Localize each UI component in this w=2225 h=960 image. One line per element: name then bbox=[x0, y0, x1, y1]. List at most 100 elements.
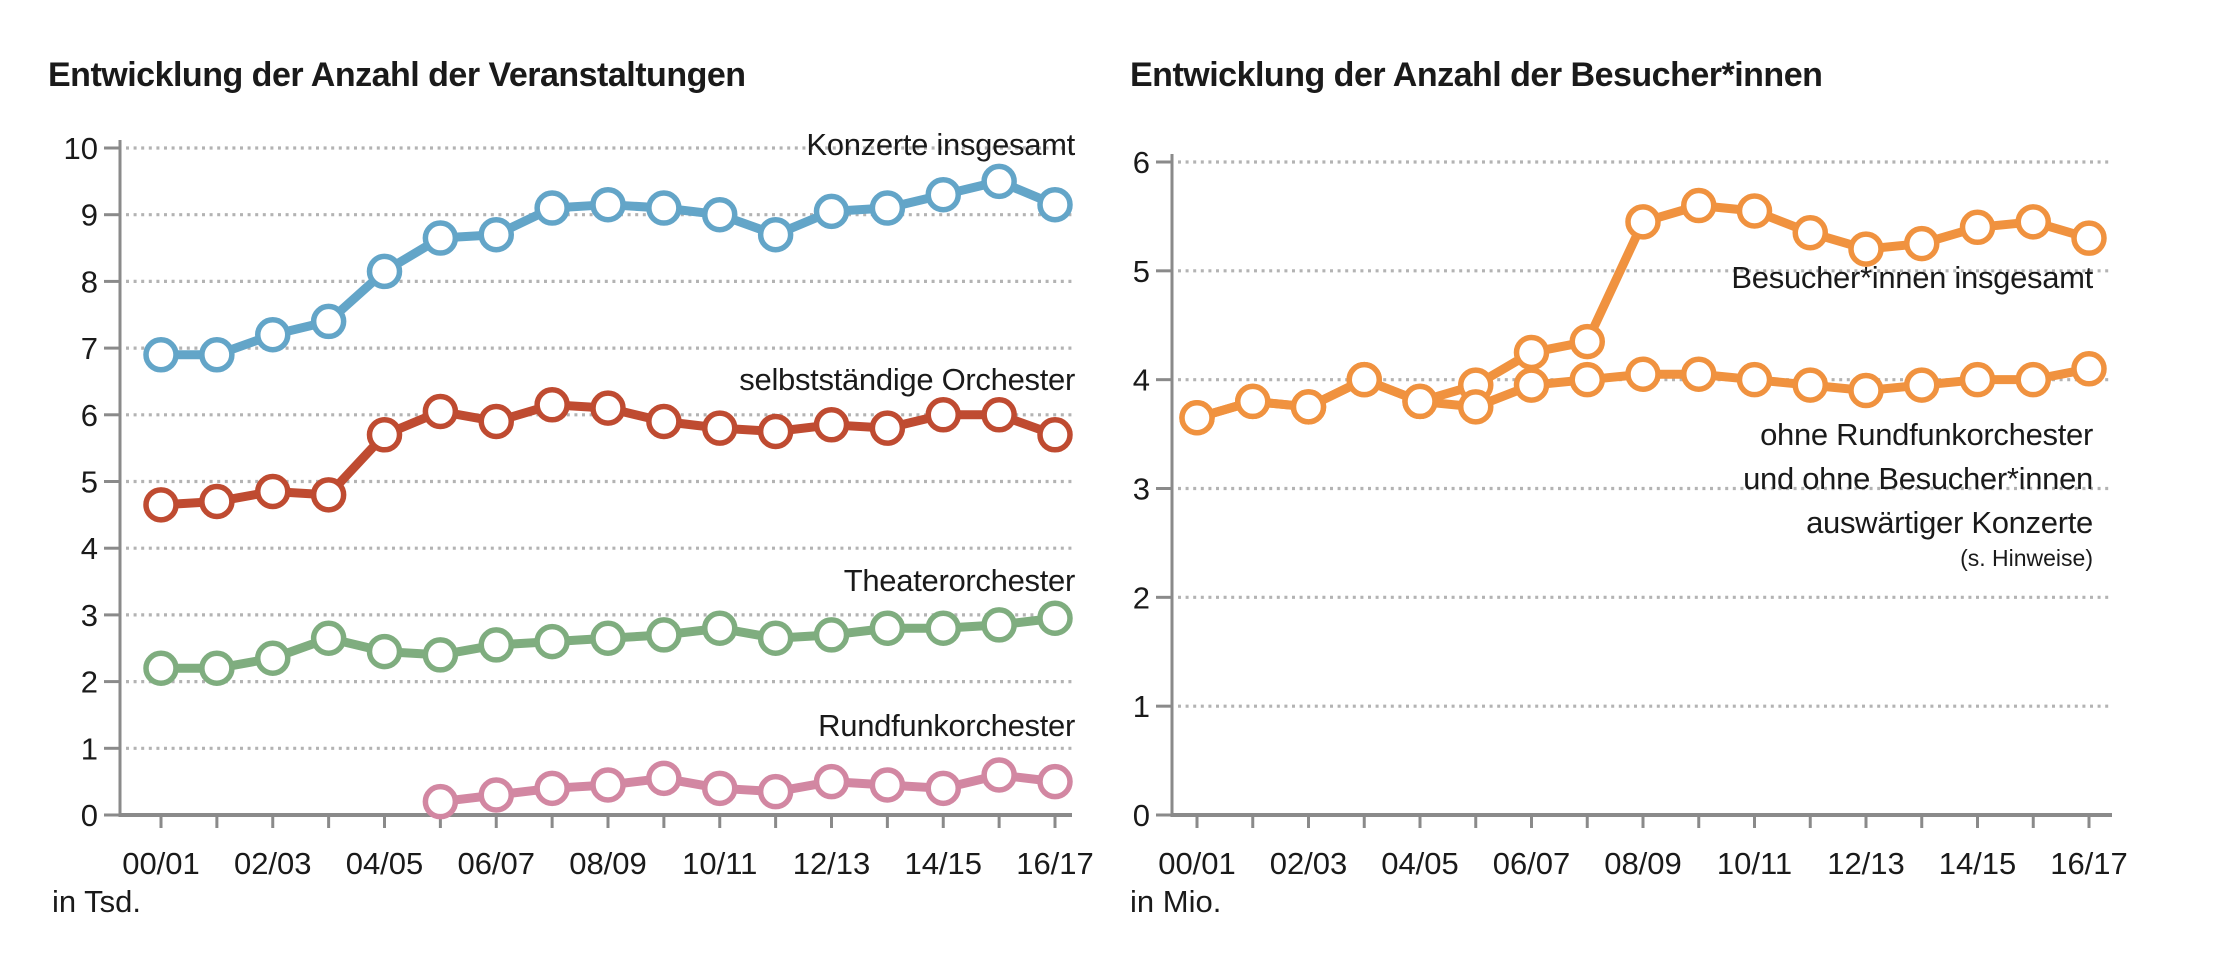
markers-theaterorchester bbox=[143, 600, 1073, 687]
data-point bbox=[925, 770, 961, 807]
data-point bbox=[422, 393, 459, 430]
data-point bbox=[646, 190, 682, 226]
series-label-konzerte-insgesamt-line-0: Konzerte insgesamt bbox=[806, 127, 1075, 162]
data-point bbox=[1513, 334, 1550, 371]
data-point bbox=[1037, 186, 1073, 223]
data-point bbox=[310, 477, 347, 513]
data-point bbox=[1681, 187, 1717, 224]
data-point bbox=[2071, 220, 2107, 256]
data-point bbox=[366, 417, 403, 453]
series-label-theaterorchester-line-0: Theaterorchester bbox=[844, 563, 1075, 598]
data-point bbox=[869, 190, 906, 226]
data-point bbox=[1037, 417, 1073, 453]
y-tick-label-5: 5 bbox=[1133, 254, 1150, 289]
markers-rundfunkorchester bbox=[422, 757, 1073, 820]
data-point bbox=[1037, 763, 1073, 800]
data-point bbox=[1848, 372, 1884, 409]
x-tick-label-04-05: 04/05 bbox=[1381, 846, 1459, 881]
series-markers bbox=[143, 163, 1073, 820]
data-point bbox=[143, 337, 179, 373]
data-point bbox=[869, 410, 906, 446]
data-point bbox=[925, 397, 961, 433]
x-tick-label-16-17: 16/17 bbox=[2050, 846, 2128, 881]
series-line-rundfunkorchester bbox=[435, 770, 1060, 807]
x-tick-label-04-05: 04/05 bbox=[346, 846, 424, 881]
x-tick-label-06-07: 06/07 bbox=[457, 846, 535, 881]
y-tick-label-6: 6 bbox=[1133, 145, 1150, 180]
data-point bbox=[646, 760, 682, 797]
data-point bbox=[981, 397, 1017, 433]
data-point bbox=[478, 403, 514, 440]
data-point bbox=[981, 757, 1017, 793]
data-point bbox=[2015, 204, 2051, 240]
x-tick-label-10-11: 10/11 bbox=[1717, 846, 1792, 881]
data-point bbox=[534, 770, 570, 807]
data-point bbox=[366, 253, 403, 290]
x-tick-label-08-09: 08/09 bbox=[1604, 846, 1682, 881]
x-tick-label-02-03: 02/03 bbox=[1270, 846, 1348, 881]
data-point bbox=[981, 607, 1017, 643]
data-point bbox=[1792, 214, 1828, 251]
data-point bbox=[757, 413, 794, 450]
data-point bbox=[757, 773, 794, 810]
data-point bbox=[1904, 367, 1940, 403]
data-point bbox=[1736, 361, 1773, 398]
y-tick-label-2: 2 bbox=[81, 665, 98, 700]
data-point bbox=[255, 640, 291, 677]
markers-selbstst-ndige-orchester bbox=[143, 387, 1073, 523]
data-point bbox=[702, 196, 738, 233]
data-point bbox=[869, 767, 906, 803]
x-tick-label-14-15: 14/15 bbox=[904, 846, 982, 881]
data-point bbox=[702, 770, 738, 807]
data-point bbox=[2015, 361, 2051, 398]
y-tick-label-3: 3 bbox=[1133, 472, 1150, 507]
data-point bbox=[702, 610, 738, 646]
data-point bbox=[590, 390, 626, 426]
series-label-selbstst-ndige-orchester-line-0: selbstständige Orchester bbox=[739, 362, 1075, 397]
chart-entwicklung-der-anzahl-der-besucher-innen: 0 1 2 3 4 5 6 00/01 02/03 04/05 06/07 08/09 10/11 12/… bbox=[1133, 145, 2128, 881]
y-tick-label-2: 2 bbox=[1133, 580, 1150, 615]
y-tick-label-10: 10 bbox=[64, 131, 98, 166]
y-tick-label-9: 9 bbox=[81, 198, 98, 233]
data-point bbox=[813, 617, 850, 653]
data-point bbox=[534, 387, 570, 423]
data-point bbox=[143, 487, 179, 523]
data-point bbox=[981, 163, 1017, 200]
series-label-rundfunkorchester-line-0: Rundfunkorchester bbox=[818, 708, 1075, 743]
y-tick-label-1: 1 bbox=[81, 731, 98, 766]
y-tick-label-1: 1 bbox=[1133, 689, 1150, 724]
data-point bbox=[1569, 323, 1605, 360]
x-tick-label-00-01: 00/01 bbox=[1158, 846, 1236, 881]
series-label-ohne-rundfunkorchester-und-ohne-besucher-innen-ausw-rtiger-konzerte-line-0: ohne Rundfunkorchester bbox=[1760, 417, 2093, 452]
data-point bbox=[925, 176, 961, 213]
data-point bbox=[1037, 600, 1073, 636]
data-point bbox=[1904, 225, 1940, 262]
data-point bbox=[1179, 400, 1215, 436]
data-point bbox=[534, 190, 570, 226]
markers-konzerte-insgesamt bbox=[143, 163, 1073, 373]
x-tick-label-14-15: 14/15 bbox=[1939, 846, 2017, 881]
data-point bbox=[199, 337, 235, 373]
y-tick-label-4: 4 bbox=[81, 531, 98, 566]
right-unit-label: in Mio. bbox=[1130, 884, 1222, 919]
data-point bbox=[646, 403, 682, 440]
data-point bbox=[590, 186, 626, 223]
data-point bbox=[1346, 361, 1382, 398]
data-point bbox=[1848, 231, 1884, 267]
data-point bbox=[1402, 383, 1438, 420]
data-point bbox=[1235, 383, 1271, 420]
data-point bbox=[646, 617, 682, 653]
data-point bbox=[757, 620, 794, 656]
data-point bbox=[813, 193, 850, 230]
x-tick-label-00-01: 00/01 bbox=[122, 846, 200, 881]
data-point bbox=[925, 610, 961, 646]
chart-entwicklung-der-anzahl-der-veranstaltungen: 0 1 2 3 4 5 6 7 8 9 10 00/01 02/03 04/05 06/07 08/09 10/… bbox=[64, 127, 1094, 881]
data-point bbox=[813, 407, 850, 443]
series-labels: Besucher*innen insgesamt ohne Rundfunkorc… bbox=[1731, 260, 2094, 571]
data-point bbox=[757, 216, 794, 253]
data-point bbox=[2071, 351, 2107, 387]
data-point bbox=[590, 620, 626, 656]
y-tick-label-6: 6 bbox=[81, 398, 98, 433]
